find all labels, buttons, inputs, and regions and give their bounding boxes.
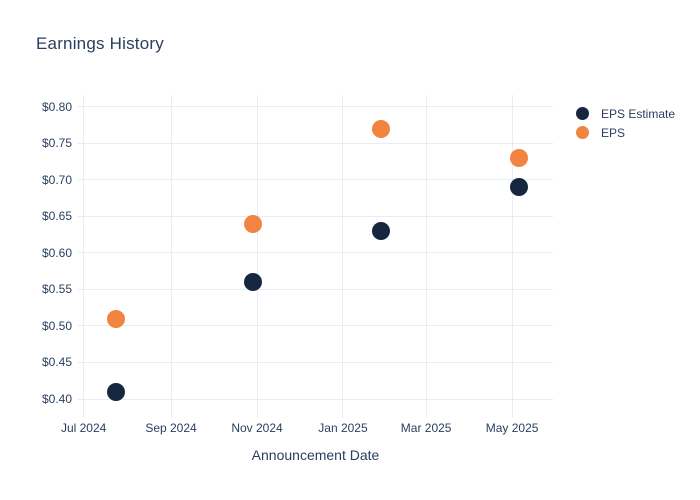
data-point-eps-estimate[interactable] [107,382,126,401]
gridline-vertical [342,95,344,418]
plot-area[interactable] [78,95,553,418]
y-tick-label: $0.70 [41,172,72,187]
y-tick-label: $0.75 [41,136,72,151]
gridline-horizontal [78,215,553,217]
chart-title: Earnings History [36,34,164,53]
legend-item-eps-estimate[interactable]: EPS Estimate [576,104,675,123]
gridline-horizontal [78,106,553,108]
x-tick-label: Jan 2025 [318,421,368,435]
legend-marker-eps [576,126,589,139]
legend: EPS Estimate EPS [576,104,675,142]
gridline-vertical [83,95,85,418]
data-point-eps-estimate[interactable] [243,273,262,292]
data-point-eps[interactable] [510,148,529,167]
x-tick-label: Sep 2024 [145,421,197,435]
x-tick-label: Mar 2025 [400,421,452,435]
x-axis-title: Announcement Date [251,447,380,463]
x-tick-label: May 2025 [485,421,539,435]
gridline-horizontal [78,142,553,144]
data-point-eps-estimate[interactable] [372,221,391,240]
gridline-horizontal [78,179,553,181]
gridline-horizontal [78,398,553,400]
data-point-eps-estimate[interactable] [510,178,529,197]
legend-item-eps[interactable]: EPS [576,123,675,142]
x-tick-label: Nov 2024 [231,421,283,435]
data-point-eps[interactable] [243,214,262,233]
y-tick-label: $0.55 [41,282,72,297]
gridline-vertical [170,95,172,418]
data-point-eps[interactable] [107,309,126,328]
x-tick-label: Jul 2024 [60,421,107,435]
y-tick-label: $0.45 [41,355,72,370]
gridline-horizontal [78,288,553,290]
gridline-vertical [511,95,513,418]
y-tick-label: $0.80 [41,99,72,114]
y-tick-label: $0.50 [41,318,72,333]
legend-label: EPS [601,125,626,140]
legend-marker-eps-estimate [576,107,589,120]
gridline-vertical [256,95,258,418]
y-tick-label: $0.60 [41,245,72,260]
y-tick-label: $0.65 [41,209,72,224]
gridline-vertical [425,95,427,418]
gridline-horizontal [78,252,553,254]
legend-label: EPS Estimate [601,106,676,121]
y-tick-label: $0.40 [41,392,72,406]
gridline-horizontal [78,325,553,327]
data-point-eps[interactable] [372,119,391,138]
gridline-horizontal [78,361,553,363]
